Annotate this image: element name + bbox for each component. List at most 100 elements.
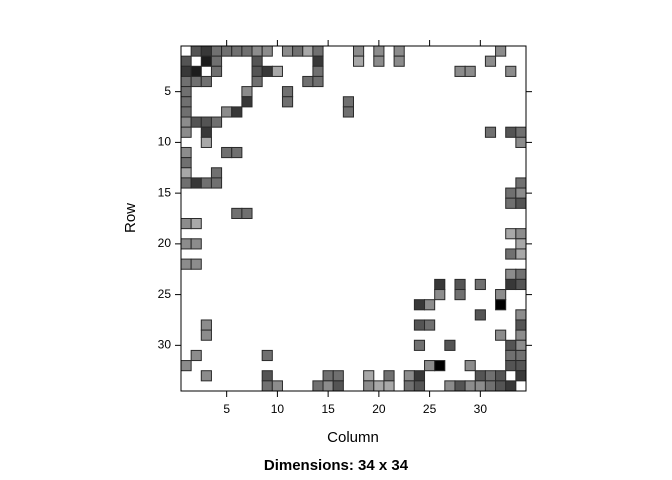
matrix-cell bbox=[180, 218, 192, 230]
matrix-cell bbox=[251, 75, 263, 88]
y-tick-label: 25 bbox=[158, 287, 172, 301]
matrix-cell bbox=[210, 177, 223, 189]
matrix-cell bbox=[505, 228, 517, 240]
matrix-cell bbox=[444, 380, 456, 392]
matrix-cell bbox=[454, 289, 466, 301]
matrix-cell bbox=[505, 187, 517, 199]
matrix-cell bbox=[484, 380, 497, 392]
matrix-cell bbox=[180, 157, 192, 169]
matrix-cell bbox=[505, 380, 517, 392]
matrix-cell bbox=[353, 55, 365, 67]
matrix-cell bbox=[332, 380, 344, 392]
matrix-cell bbox=[281, 96, 294, 108]
matrix-cell bbox=[302, 45, 314, 57]
matrix-cell bbox=[505, 278, 517, 291]
matrix-cell bbox=[505, 248, 517, 260]
matrix-cell bbox=[495, 380, 507, 392]
matrix-cell bbox=[200, 116, 212, 128]
matrix-cell bbox=[221, 106, 233, 118]
matrix-cell bbox=[373, 380, 385, 392]
matrix-cell bbox=[281, 45, 294, 57]
matrix-cell bbox=[210, 167, 223, 179]
matrix-cell bbox=[403, 380, 415, 392]
matrix-cell bbox=[434, 289, 446, 301]
matrix-cell bbox=[505, 197, 517, 209]
matrix-cell bbox=[210, 116, 223, 128]
matrix-cell bbox=[495, 45, 507, 57]
matrix-cell bbox=[231, 207, 243, 219]
matrix-cell bbox=[190, 238, 202, 250]
matrix-cell bbox=[271, 65, 283, 77]
matrix-cell bbox=[413, 380, 426, 392]
matrix-cell bbox=[474, 380, 486, 392]
matrix-cell bbox=[302, 75, 314, 88]
matrix-cell bbox=[221, 146, 233, 159]
matrix-cell bbox=[495, 299, 507, 311]
matrix-cell bbox=[190, 65, 202, 77]
matrix-cell bbox=[312, 380, 324, 392]
matrix-cell bbox=[515, 187, 527, 199]
matrix-cell bbox=[342, 96, 354, 108]
matrix-cell bbox=[413, 299, 426, 311]
matrix-cell bbox=[180, 86, 192, 98]
matrix-cell bbox=[515, 248, 527, 260]
matrix-cell bbox=[363, 370, 375, 382]
matrix-cell bbox=[413, 319, 426, 331]
matrix-cell bbox=[434, 360, 446, 372]
matrix-cell bbox=[413, 370, 426, 382]
matrix-cell bbox=[251, 45, 263, 57]
matrix-cell bbox=[180, 360, 192, 372]
matrix-cell bbox=[180, 177, 192, 189]
matrix-cell bbox=[393, 45, 405, 57]
matrix-cell bbox=[464, 360, 476, 372]
y-tick-label: 5 bbox=[164, 84, 171, 98]
matrix-cell bbox=[210, 65, 223, 77]
matrix-cell bbox=[383, 370, 395, 382]
matrix-cell bbox=[515, 268, 527, 280]
matrix-cell bbox=[190, 258, 202, 270]
matrix-cell bbox=[495, 289, 507, 301]
matrix-cell bbox=[464, 65, 476, 77]
matrix-cell bbox=[180, 167, 192, 179]
matrix-cell bbox=[322, 370, 334, 382]
matrix-cell bbox=[261, 380, 273, 392]
matrix-cell bbox=[464, 380, 476, 392]
matrix-cell bbox=[515, 197, 527, 209]
matrix-cell bbox=[495, 329, 507, 341]
x-tick-label: 5 bbox=[223, 402, 230, 416]
matrix-cell bbox=[251, 65, 263, 77]
matrix-cell bbox=[281, 86, 294, 98]
x-axis-label: Column bbox=[327, 429, 379, 446]
matrix-cell bbox=[515, 228, 527, 240]
matrix-cell bbox=[454, 278, 466, 291]
x-tick-label: 30 bbox=[474, 402, 488, 416]
matrix-cell bbox=[190, 116, 202, 128]
x-tick-label: 20 bbox=[372, 402, 386, 416]
matrix-cell bbox=[261, 349, 273, 362]
matrix-cell bbox=[180, 146, 192, 159]
matrix-cell bbox=[515, 360, 527, 372]
matrix-cell bbox=[383, 380, 395, 392]
matrix-cell bbox=[353, 45, 365, 57]
matrix-cell bbox=[474, 370, 486, 382]
matrix-cell bbox=[373, 45, 385, 57]
matrix-cell bbox=[200, 126, 212, 138]
matrix-cell bbox=[515, 370, 527, 382]
matrix-cell bbox=[403, 370, 415, 382]
matrix-cell bbox=[231, 106, 243, 118]
matrix-cell bbox=[505, 65, 517, 77]
matrix-cell bbox=[231, 45, 243, 57]
matrix-cell bbox=[261, 370, 273, 382]
matrix-cell bbox=[484, 126, 497, 138]
matrix-cell bbox=[241, 207, 253, 219]
matrix-cell bbox=[261, 65, 273, 77]
matrix-cell bbox=[210, 45, 223, 57]
matrix-cell bbox=[505, 126, 517, 138]
matrix-cell bbox=[200, 75, 212, 88]
matrix-cell bbox=[180, 96, 192, 108]
chart-title: Dimensions: 34 x 34 bbox=[264, 457, 409, 474]
matrix-cell bbox=[190, 218, 202, 230]
matrix-cell bbox=[484, 370, 497, 382]
matrix-cell bbox=[515, 319, 527, 331]
